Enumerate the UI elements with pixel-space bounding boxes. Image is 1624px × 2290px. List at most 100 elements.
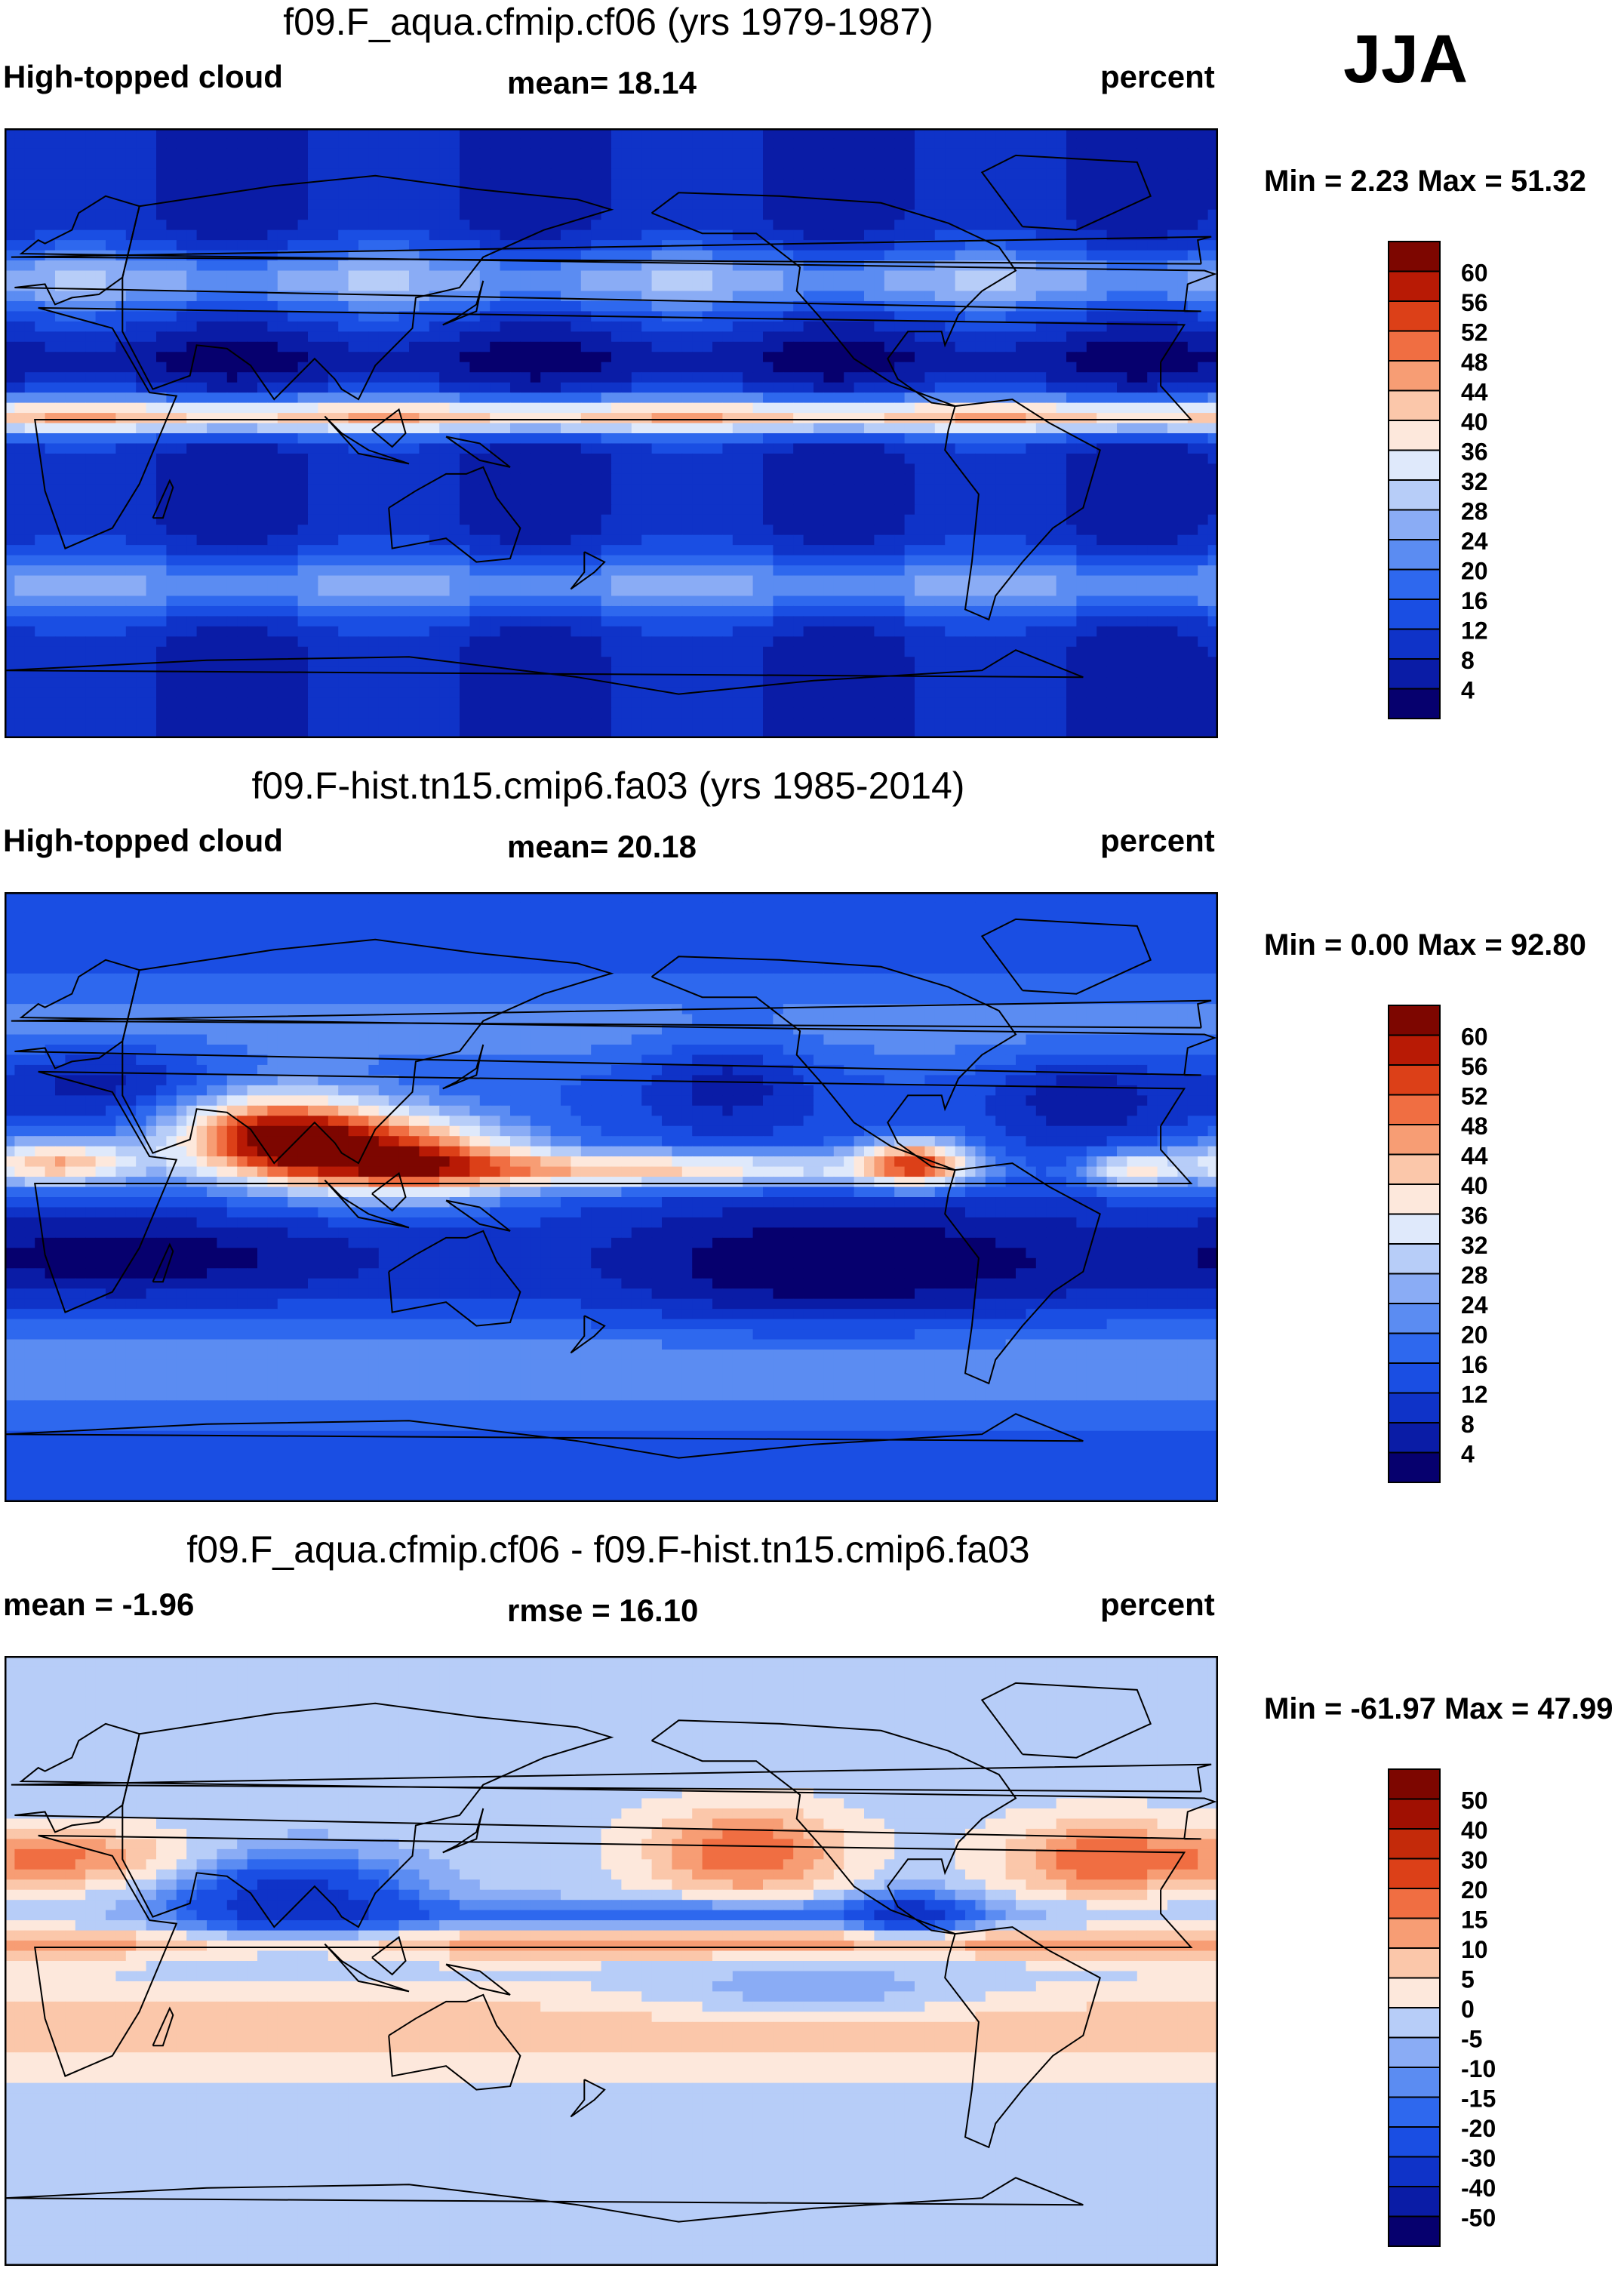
- heatmap-cell: [125, 311, 137, 322]
- heatmap-cell: [833, 514, 844, 525]
- heatmap-cell: [752, 138, 764, 149]
- heatmap-cell: [894, 229, 906, 241]
- heatmap-cell: [965, 514, 976, 525]
- heatmap-cell: [722, 504, 734, 516]
- heatmap-cell: [35, 311, 46, 322]
- heatmap-cell: [166, 463, 177, 475]
- heatmap-cell: [995, 413, 1007, 424]
- heatmap-cell: [894, 250, 906, 261]
- heatmap-cell: [732, 443, 743, 454]
- heatmap-cell: [14, 545, 26, 556]
- heatmap-cell: [844, 168, 855, 180]
- heatmap-cell: [348, 138, 359, 149]
- heatmap-cell: [1127, 525, 1138, 536]
- heatmap-cell: [621, 484, 632, 495]
- heatmap-cell: [1106, 504, 1118, 516]
- heatmap-cell: [591, 220, 602, 231]
- heatmap-cell: [156, 270, 167, 282]
- heatmap-cell: [378, 148, 389, 159]
- heatmap-cell: [793, 168, 804, 180]
- heatmap-cell: [297, 159, 309, 170]
- heatmap-cell: [358, 362, 369, 373]
- heatmap-cell: [975, 250, 986, 261]
- heatmap-cell: [226, 281, 238, 292]
- heatmap-cell: [1056, 372, 1067, 383]
- heatmap-cell: [1106, 199, 1118, 211]
- heatmap-cell: [975, 463, 986, 475]
- heatmap-cell: [460, 525, 470, 536]
- heatmap-cell: [651, 300, 663, 312]
- heatmap-cell: [995, 514, 1007, 525]
- heatmap-cell: [1026, 168, 1037, 180]
- heatmap-cell: [1097, 300, 1108, 312]
- heatmap-cell: [510, 341, 521, 352]
- heatmap-cell: [571, 545, 582, 556]
- heatmap-cell: [924, 402, 936, 414]
- heatmap-cell: [439, 453, 451, 464]
- heatmap-cell: [247, 128, 258, 140]
- heatmap-cell: [439, 311, 451, 322]
- heatmap-cell: [65, 199, 76, 211]
- heatmap-cell: [550, 291, 561, 302]
- heatmap-cell: [1177, 209, 1189, 220]
- heatmap-cell: [1157, 484, 1168, 495]
- heatmap-cell: [146, 433, 157, 445]
- heatmap-cell: [773, 494, 784, 505]
- heatmap-cell: [752, 494, 764, 505]
- heatmap-cell: [419, 300, 430, 312]
- heatmap-cell: [995, 209, 1007, 220]
- heatmap-cell: [55, 504, 66, 516]
- heatmap-cell: [1167, 138, 1178, 149]
- heatmap-cell: [530, 148, 541, 159]
- heatmap-cell: [196, 402, 208, 414]
- heatmap-cell: [621, 423, 632, 434]
- heatmap-cell: [449, 321, 460, 332]
- heatmap-cell: [35, 291, 46, 302]
- heatmap-cell: [226, 484, 238, 495]
- heatmap-cell: [176, 453, 187, 464]
- heatmap-cell: [591, 362, 602, 373]
- heatmap-cell: [460, 270, 470, 282]
- heatmap-cell: [510, 321, 521, 332]
- heatmap-cell: [409, 473, 420, 485]
- heatmap-cell: [561, 413, 571, 424]
- heatmap-cell: [1016, 423, 1026, 434]
- heatmap-cell: [409, 525, 420, 536]
- heatmap-cell: [530, 402, 541, 414]
- heatmap-cell: [479, 382, 491, 393]
- heatmap-cell: [469, 473, 481, 485]
- heatmap-cell: [1076, 128, 1087, 140]
- heatmap-cell: [641, 240, 653, 251]
- heatmap-cell: [247, 179, 258, 190]
- heatmap-cell: [1066, 220, 1077, 231]
- heatmap-cell: [631, 453, 642, 464]
- heatmap-cell: [965, 433, 976, 445]
- heatmap-cell: [894, 179, 906, 190]
- heatmap-cell: [368, 189, 380, 200]
- heatmap-cell: [237, 270, 248, 282]
- heatmap-cell: [550, 423, 561, 434]
- heatmap-cell: [783, 168, 794, 180]
- heatmap-cell: [662, 189, 672, 200]
- heatmap-cell: [783, 159, 794, 170]
- heatmap-cell: [378, 240, 389, 251]
- heatmap-cell: [915, 220, 925, 231]
- heatmap-cell: [368, 341, 380, 352]
- heatmap-cell: [1076, 250, 1087, 261]
- heatmap-cell: [732, 362, 743, 373]
- heatmap-cell: [469, 392, 481, 404]
- heatmap-cell: [823, 159, 835, 170]
- heatmap-cell: [631, 352, 642, 363]
- heatmap-cell: [591, 159, 602, 170]
- heatmap-cell: [1127, 229, 1138, 241]
- heatmap-cell: [146, 331, 157, 343]
- heatmap-cell: [763, 331, 774, 343]
- heatmap-cell: [217, 189, 228, 200]
- heatmap-cell: [662, 159, 672, 170]
- heatmap-cell: [186, 270, 198, 282]
- heatmap-cell: [651, 362, 663, 373]
- heatmap-cell: [277, 199, 288, 211]
- heatmap-cell: [348, 341, 359, 352]
- heatmap-cell: [368, 240, 380, 251]
- heatmap-cell: [1066, 240, 1077, 251]
